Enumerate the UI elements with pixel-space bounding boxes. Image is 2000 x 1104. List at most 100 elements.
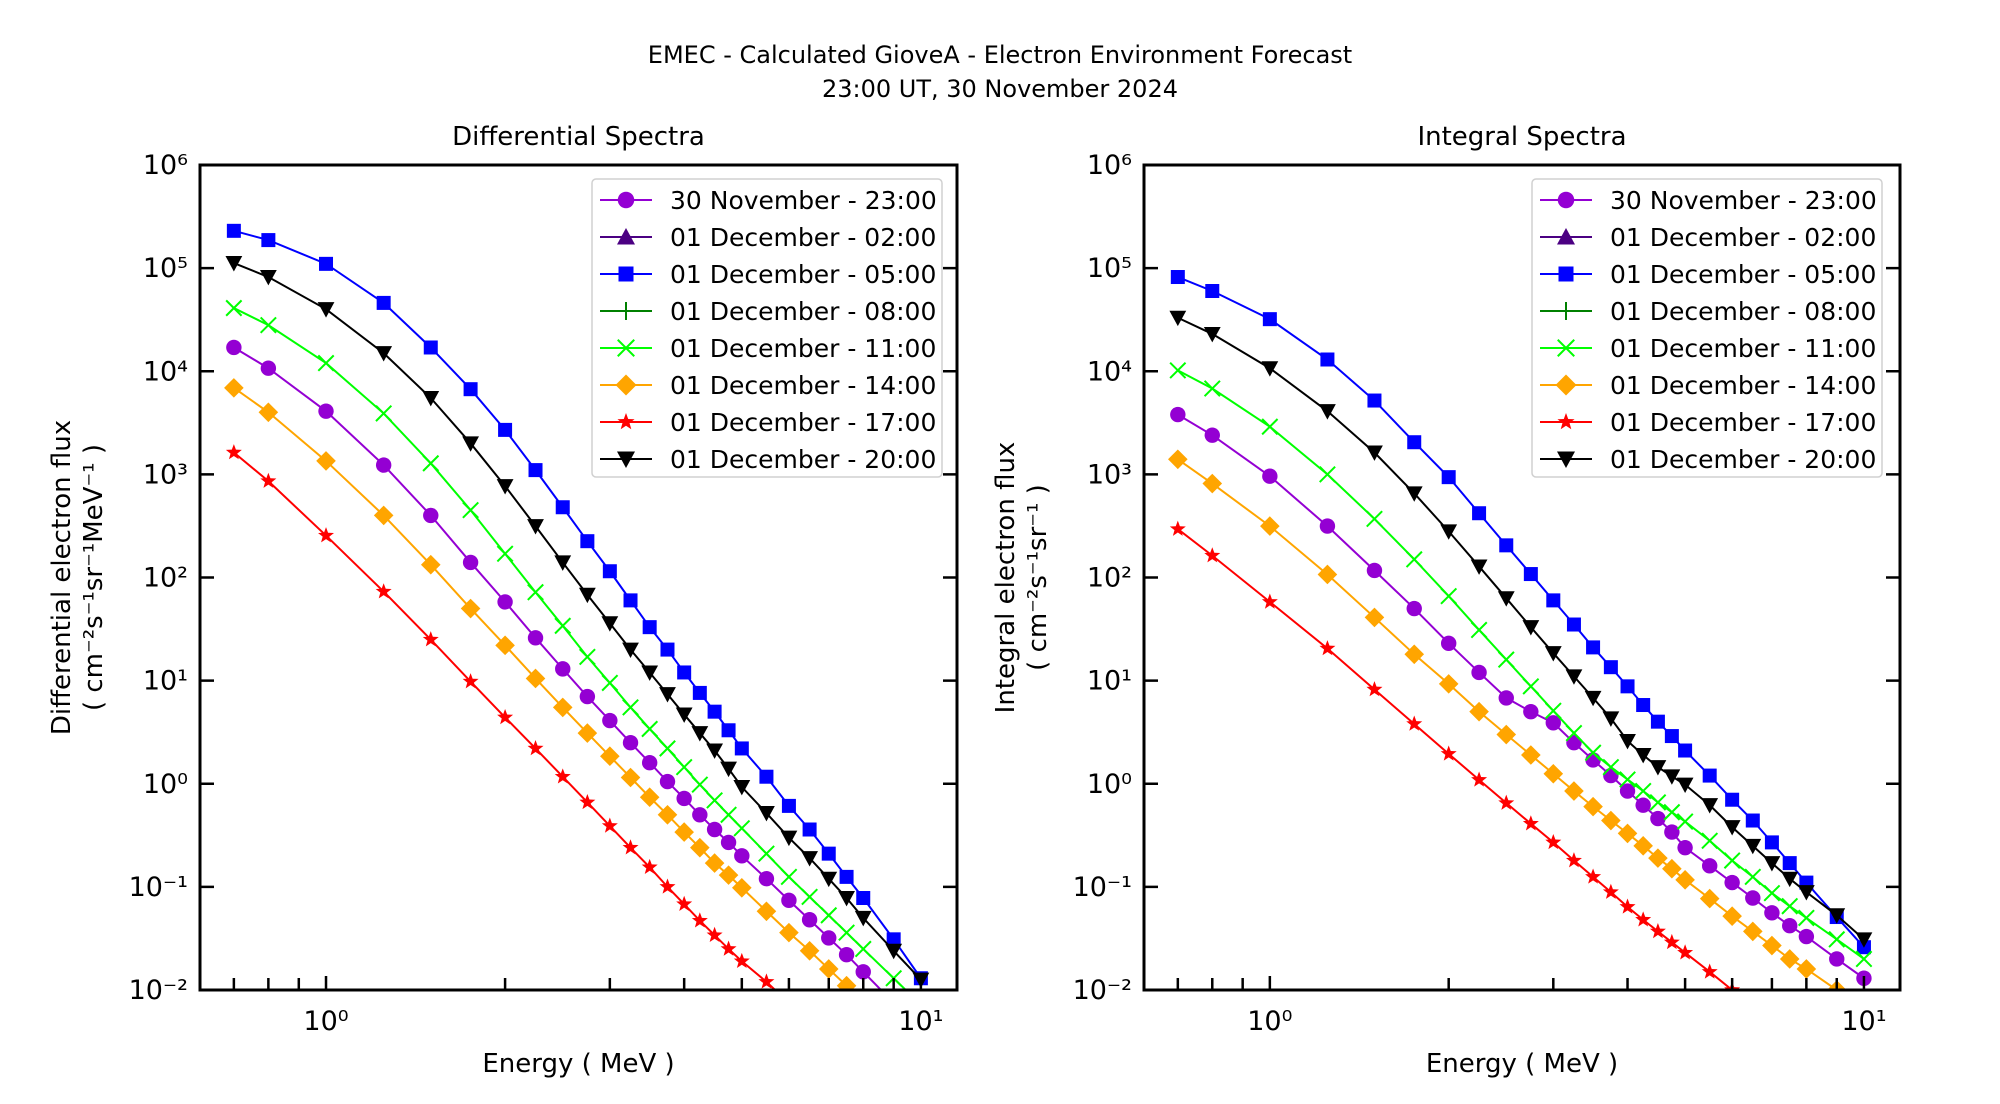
data-point	[720, 806, 737, 824]
data-point	[1828, 908, 1846, 924]
data-point	[422, 391, 440, 407]
legend: 30 November - 23:00 01 December - 02:00 01…	[1531, 178, 1883, 478]
series-line	[233, 387, 853, 990]
y-tick-label: 10⁻¹	[129, 872, 188, 903]
data-point	[1546, 593, 1561, 608]
data-point	[1169, 361, 1187, 379]
data-point	[1522, 620, 1540, 636]
data-point	[1543, 763, 1564, 784]
x-marker-icon	[617, 339, 635, 357]
data-point	[1472, 506, 1487, 521]
data-point	[554, 768, 571, 784]
panel-title: Differential Spectra	[452, 122, 705, 152]
data-point	[1440, 524, 1458, 540]
data-point	[1565, 724, 1583, 742]
data-point	[1664, 729, 1679, 744]
data-point	[375, 346, 393, 362]
y-axis-label: Differential electron flux	[47, 420, 77, 735]
data-point	[1601, 810, 1621, 831]
data-point	[1497, 651, 1515, 668]
data-point	[1523, 567, 1538, 582]
series-01-december-11-00	[225, 299, 908, 990]
data-point	[854, 910, 872, 927]
data-point	[1586, 640, 1601, 655]
data-point	[1204, 547, 1221, 563]
data-point	[578, 648, 596, 666]
data-point	[641, 858, 658, 875]
data-point	[1744, 868, 1762, 886]
data-point	[1764, 905, 1780, 921]
data-point	[498, 422, 513, 437]
data-point	[1636, 698, 1651, 713]
data-point	[1169, 310, 1187, 327]
legend-item: 30 November - 23:00	[1540, 186, 1877, 215]
data-point	[706, 821, 723, 838]
data-point	[1407, 435, 1422, 450]
data-point	[1619, 783, 1636, 799]
legend-label: 01 December - 14:00	[670, 371, 936, 400]
data-point	[555, 500, 570, 515]
data-point	[1406, 600, 1422, 617]
data-point	[1663, 803, 1681, 821]
data-point	[734, 848, 750, 864]
legend-item: 01 December - 20:00	[1540, 445, 1876, 474]
data-point	[1744, 838, 1762, 855]
data-point	[839, 1049, 855, 1064]
data-point	[691, 912, 708, 928]
data-point	[1584, 744, 1602, 762]
data-point	[1662, 858, 1682, 879]
legend-label: 01 December - 17:00	[670, 408, 936, 437]
data-point	[622, 642, 639, 658]
data-point	[316, 451, 336, 471]
data-point	[1406, 715, 1423, 731]
data-point	[836, 975, 857, 990]
data-point	[552, 697, 573, 718]
legend-label: 01 December - 08:00	[1610, 297, 1876, 326]
data-point	[1620, 679, 1635, 694]
data-point	[820, 906, 838, 924]
series-01-december-20-00	[225, 256, 930, 989]
data-point	[758, 806, 775, 822]
y-tick-label: 10¹	[143, 666, 188, 697]
data-point	[1781, 897, 1799, 915]
data-point	[733, 952, 750, 969]
y-tick-label: 10⁰	[143, 769, 188, 800]
data-point	[1262, 468, 1278, 484]
data-point	[659, 687, 676, 703]
data-point	[659, 740, 676, 757]
data-point	[1797, 909, 1815, 927]
data-point	[1170, 406, 1186, 423]
data-point	[707, 704, 722, 719]
data-point	[259, 316, 277, 334]
data-point	[720, 834, 737, 851]
data-point	[462, 501, 479, 519]
data-point	[1701, 963, 1718, 979]
data-point	[225, 256, 243, 272]
data-point	[758, 845, 775, 863]
data-point	[1470, 621, 1488, 639]
data-point	[732, 877, 752, 898]
legend-item: 01 December - 05:00	[600, 260, 936, 289]
data-point	[639, 787, 660, 808]
data-point	[527, 519, 544, 535]
data-point	[706, 743, 723, 759]
data-point	[642, 620, 657, 635]
data-point	[720, 940, 737, 956]
star-marker-icon	[617, 413, 635, 430]
data-point	[496, 545, 514, 563]
data-point	[718, 865, 739, 885]
data-point	[1440, 587, 1458, 605]
data-point	[580, 534, 595, 549]
data-point	[1602, 883, 1619, 899]
legend-label: 01 December - 02:00	[1610, 223, 1876, 252]
data-point	[317, 354, 335, 372]
y-tick-label: 10⁶	[1087, 150, 1132, 181]
data-point	[1544, 646, 1562, 662]
data-point	[855, 964, 871, 980]
data-point	[1366, 562, 1383, 579]
data-point	[497, 708, 514, 725]
data-point	[1649, 760, 1667, 776]
data-point	[1205, 284, 1220, 299]
